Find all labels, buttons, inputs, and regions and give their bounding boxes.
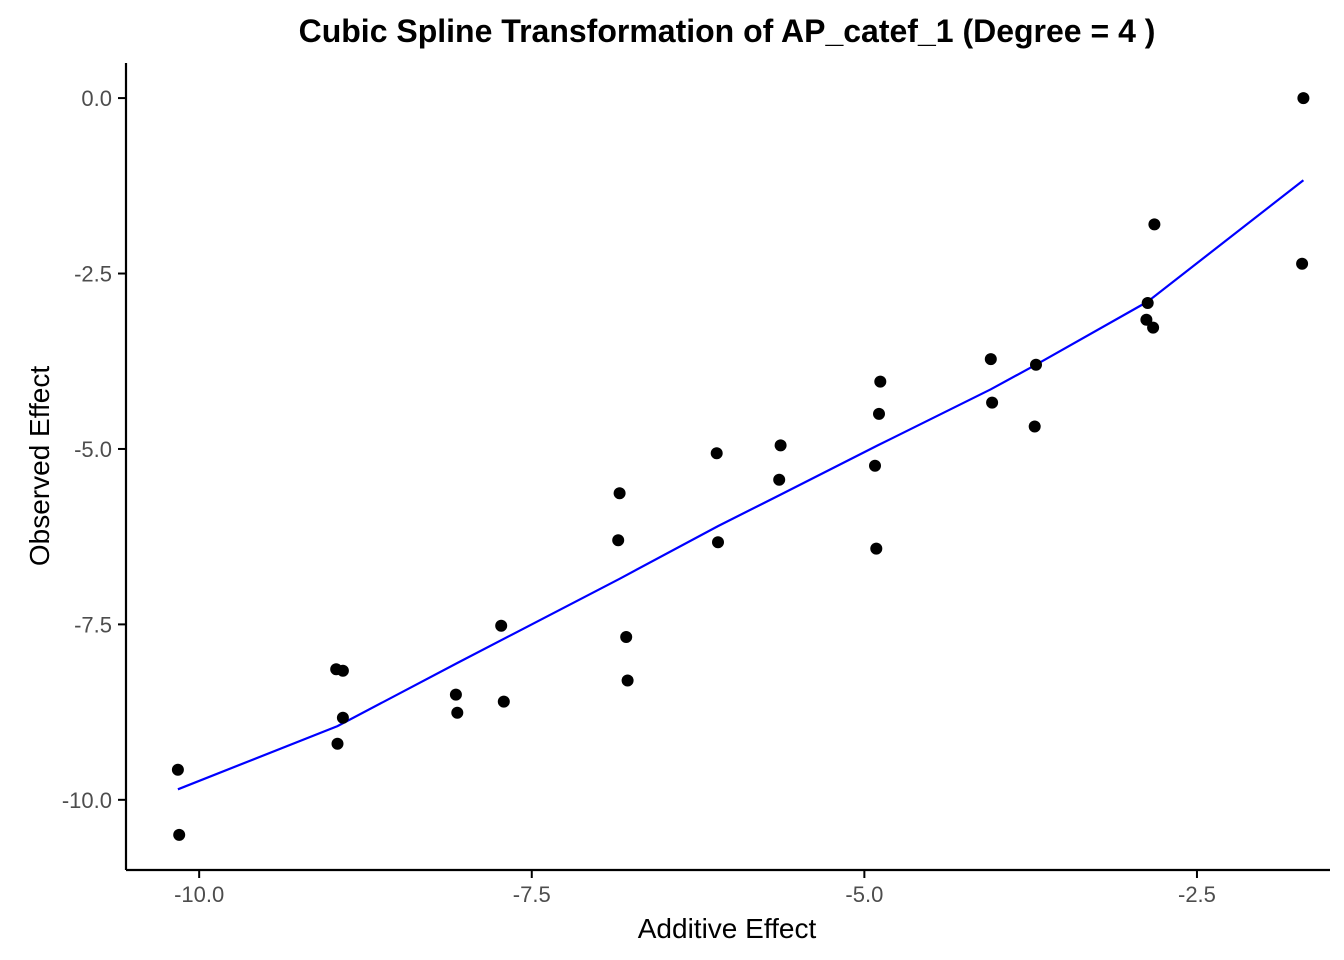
data-point — [1296, 257, 1309, 270]
plot-area — [171, 92, 1310, 841]
data-point — [1140, 313, 1153, 326]
x-tick-label: -7.5 — [513, 882, 551, 907]
data-point — [1028, 420, 1041, 433]
data-point — [495, 619, 508, 632]
fit-line-layer — [177, 179, 1305, 791]
x-axis-ticks: -10.0 -7.5 -5.0 -2.5 — [174, 870, 1216, 907]
chart-title: Cubic Spline Transformation of AP_catef_… — [299, 13, 1156, 49]
data-point — [773, 473, 786, 486]
data-point — [874, 375, 887, 388]
data-point — [173, 828, 186, 841]
data-point — [612, 534, 625, 547]
x-axis-title: Additive Effect — [638, 913, 817, 944]
x-tick-label: -2.5 — [1178, 882, 1216, 907]
y-tick-label: -10.0 — [62, 788, 112, 813]
data-point — [620, 631, 633, 643]
data-point — [1147, 321, 1160, 334]
spline-fit-line — [177, 179, 1305, 791]
data-point — [870, 542, 883, 555]
y-tick-label: -2.5 — [74, 262, 112, 287]
y-tick-label: 0.0 — [81, 86, 112, 111]
data-point — [986, 396, 999, 409]
data-point — [449, 688, 462, 701]
data-point — [712, 536, 724, 549]
y-tick-label: -5.0 — [74, 437, 112, 462]
data-point — [1141, 297, 1154, 309]
data-point — [336, 711, 349, 724]
data-point — [613, 487, 626, 500]
x-tick-label: -5.0 — [845, 882, 883, 907]
data-point — [710, 447, 723, 460]
data-point — [774, 439, 787, 452]
y-axis-ticks: 0.0 -2.5 -5.0 -7.5 -10.0 — [62, 86, 126, 813]
data-point — [1030, 358, 1042, 371]
data-point — [869, 459, 881, 472]
data-point — [331, 737, 344, 750]
points-layer — [171, 92, 1310, 841]
y-tick-label: -7.5 — [74, 612, 112, 637]
data-point — [336, 664, 349, 677]
data-point — [451, 706, 464, 719]
data-point — [984, 353, 997, 366]
data-point — [873, 407, 885, 420]
data-point — [1148, 218, 1161, 231]
data-point — [621, 674, 634, 687]
data-point — [497, 695, 510, 708]
y-axis-title: Observed Effect — [24, 366, 55, 566]
data-point — [171, 763, 184, 776]
data-point — [1297, 92, 1310, 105]
x-tick-label: -10.0 — [174, 882, 224, 907]
